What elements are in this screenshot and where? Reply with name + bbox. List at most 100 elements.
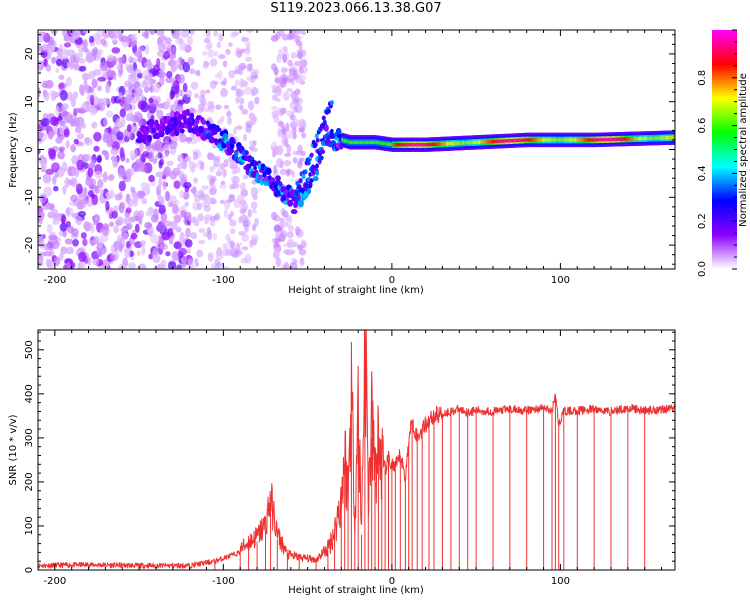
- spectrogram-cell: [93, 68, 102, 76]
- spectrogram-cell: [215, 104, 222, 110]
- spectrogram-cell: [47, 44, 56, 54]
- spectrogram-cell: [601, 138, 604, 142]
- spectrogram-cell: [519, 138, 522, 142]
- spectrogram-cell: [69, 54, 77, 63]
- spectrogram-cell: [198, 228, 206, 234]
- spectrogram-cell: [573, 138, 575, 142]
- spectrogram-cell: [382, 141, 385, 146]
- spectrogram-cell: [231, 180, 237, 190]
- spectrogram-cell: [209, 219, 216, 227]
- spectrogram-cell: [189, 30, 196, 36]
- spectrogram-y-tick-label: 0: [24, 146, 35, 152]
- spectrogram-cell: [159, 75, 165, 87]
- spectrogram-cell: [616, 137, 618, 141]
- spectrogram-cell: [116, 63, 121, 71]
- spectrogram-cell: [525, 138, 527, 142]
- spectrogram-cell: [369, 140, 372, 145]
- spectrogram-cell: [157, 221, 166, 233]
- spectrogram-cell: [254, 217, 259, 227]
- spectrogram-cell: [450, 141, 453, 146]
- spectrogram-cell: [51, 162, 61, 173]
- spectrogram-cell: [113, 225, 119, 234]
- spectrogram-cell: [183, 181, 192, 189]
- spectrogram-cell: [508, 139, 510, 143]
- spectrogram-cell: [476, 140, 479, 144]
- spectrogram-cell: [493, 139, 495, 144]
- spectrogram-cell: [622, 137, 625, 141]
- spectrogram-cell: [151, 70, 160, 76]
- spectrogram-cell: [588, 138, 590, 142]
- spectrogram-cell: [248, 140, 254, 146]
- spectrogram-cell: [498, 139, 501, 143]
- spectrogram-cell: [666, 136, 669, 140]
- spectrogram-cell: [594, 138, 596, 142]
- spectrogram-cell: [233, 150, 239, 158]
- spectrogram-cell: [417, 143, 419, 147]
- spectrogram-cell: [43, 186, 53, 197]
- spectrogram-cell: [184, 155, 192, 163]
- spectrogram-cell: [425, 143, 428, 147]
- spectrogram-cell: [562, 138, 565, 142]
- spectrogram-cell: [315, 170, 320, 176]
- colorbar: 0.0 0.2 0.4 0.6 0.8 Normalized spectral ampl…: [697, 29, 749, 277]
- spectrogram-cell: [227, 109, 232, 120]
- snr-x-tick-label: -200: [44, 576, 67, 587]
- spectrogram-cell: [516, 138, 519, 143]
- spectrogram-cell: [605, 137, 607, 142]
- colorbar-tick-label: 0.6: [697, 118, 708, 134]
- spectrogram-cell: [131, 40, 138, 46]
- spectrogram-cell: [176, 163, 184, 170]
- spectrogram-cell: [396, 143, 398, 147]
- spectrogram-cell: [38, 213, 43, 225]
- spectrogram-cell: [283, 159, 292, 167]
- snr-plot-area: [38, 330, 675, 570]
- spectrogram-cell: [181, 258, 187, 267]
- spectrogram-cell: [283, 91, 290, 101]
- spectrogram-cell: [239, 104, 244, 111]
- spectrogram-cell: [196, 69, 201, 77]
- spectrogram-cell: [623, 137, 626, 141]
- spectrogram-cell: [126, 124, 132, 133]
- spectrogram-cell: [101, 30, 111, 39]
- spectrogram-cell: [642, 136, 645, 141]
- spectrogram-cell: [127, 75, 137, 83]
- spectrogram-cell: [151, 128, 157, 134]
- spectrogram-cell: [152, 83, 161, 93]
- spectrogram-cell: [483, 140, 486, 144]
- spectrogram-cell: [348, 140, 351, 144]
- spectrogram-cell: [215, 262, 224, 268]
- spectrogram-cell: [293, 30, 300, 35]
- spectrogram-cell: [543, 138, 546, 142]
- spectrogram-cell: [412, 143, 415, 147]
- spectrogram-cell: [284, 152, 292, 157]
- spectrogram-cell: [449, 141, 451, 146]
- spectrogram-cell: [200, 161, 205, 171]
- spectrogram-cell: [247, 100, 255, 111]
- spectrogram-cell: [519, 138, 521, 142]
- spectrogram-cell: [203, 205, 211, 213]
- spectrogram-cell: [221, 142, 227, 149]
- spectrogram-cell: [619, 137, 621, 141]
- spectrogram-cell: [292, 74, 300, 81]
- snr-frame: [37, 329, 676, 571]
- spectrogram-cell: [165, 251, 171, 257]
- spectrogram-cell: [615, 137, 617, 141]
- spectrogram-cell: [173, 180, 181, 189]
- spectrogram-cell: [206, 41, 213, 49]
- spectrogram-cell: [350, 140, 353, 145]
- spectrogram-cell: [223, 242, 229, 250]
- spectrogram-cell: [138, 209, 145, 220]
- spectrogram-cell: [161, 232, 171, 241]
- spectrogram-cell: [165, 97, 172, 109]
- spectrogram-cell: [148, 253, 154, 260]
- spectrogram-cell: [148, 97, 154, 104]
- spectrogram-cell: [608, 137, 611, 142]
- spectrogram-cell: [197, 115, 202, 120]
- spectrogram-cell: [288, 67, 296, 76]
- spectrogram-cell: [51, 240, 60, 250]
- spectrogram-cell: [640, 136, 643, 141]
- spectrogram-cell: [250, 90, 256, 97]
- spectrogram-cell: [190, 81, 199, 90]
- spectrogram-cell: [594, 138, 597, 142]
